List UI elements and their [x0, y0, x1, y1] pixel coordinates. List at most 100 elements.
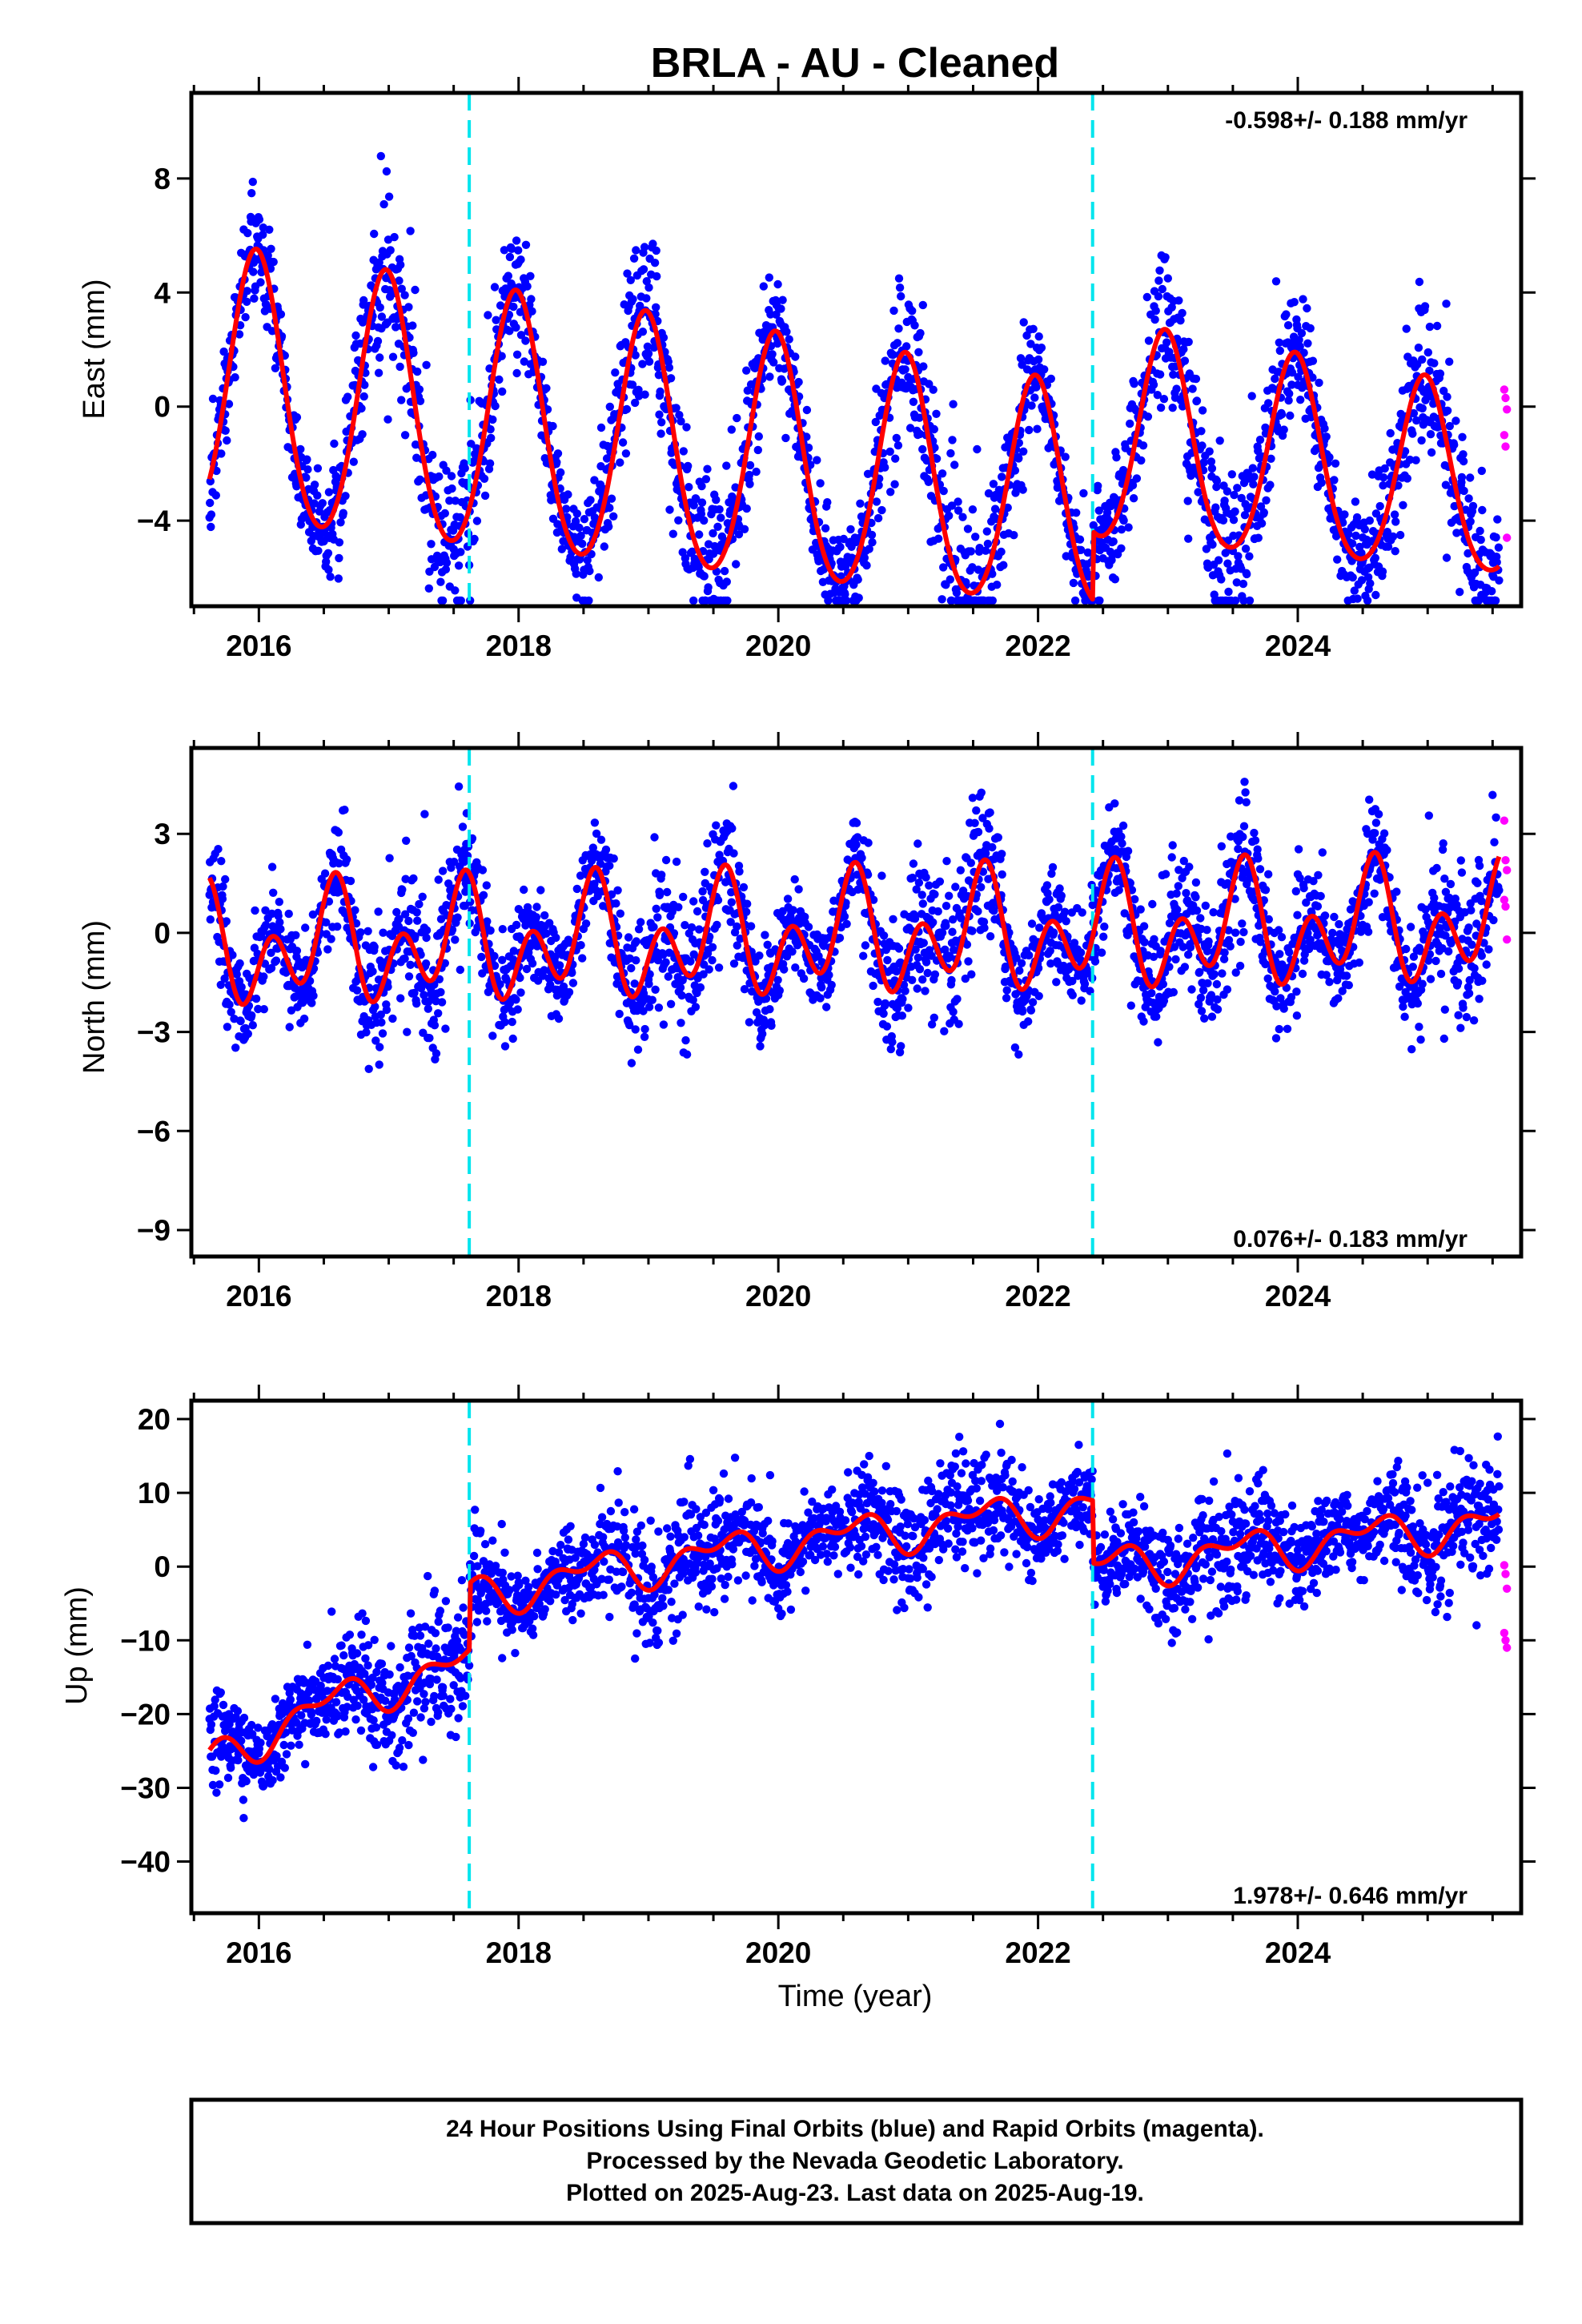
east-point [416, 475, 424, 484]
east-point [383, 415, 392, 424]
east-point [1375, 501, 1384, 511]
north-point [1077, 996, 1086, 1005]
east-point [375, 353, 384, 362]
north-point [1218, 969, 1227, 978]
east-point [722, 461, 731, 470]
east-point [709, 529, 717, 538]
east-point [247, 189, 256, 198]
north-point [978, 814, 987, 822]
north-point [1271, 987, 1279, 996]
north-point [940, 1027, 949, 1035]
north-point [385, 854, 394, 862]
north-point [743, 899, 752, 908]
north-point [413, 916, 422, 925]
east-point [1184, 534, 1193, 543]
east-point [1383, 542, 1393, 551]
east-point [396, 362, 404, 372]
east-point [611, 368, 620, 377]
east-point [1283, 321, 1293, 330]
east-point [313, 491, 322, 500]
east-point [684, 461, 693, 471]
north-point [267, 963, 276, 973]
north-point [512, 920, 521, 930]
east-point [634, 385, 643, 394]
east-point [932, 409, 941, 418]
north-point [1250, 828, 1259, 838]
east-point [988, 569, 997, 578]
north-point [801, 912, 809, 922]
east-point [250, 294, 259, 303]
north-point [486, 926, 495, 935]
north-point [974, 827, 983, 837]
east-point [1347, 539, 1357, 548]
east-point [1282, 310, 1291, 319]
north-point [1169, 987, 1178, 997]
north-point [788, 947, 797, 956]
north-point [1235, 796, 1244, 805]
east-point [382, 167, 391, 176]
east-point [1456, 588, 1464, 597]
north-point [285, 1023, 294, 1031]
east-point [521, 240, 531, 249]
east-point [467, 440, 476, 448]
east-point [616, 458, 624, 467]
north-point [705, 965, 713, 974]
east-point [584, 596, 593, 605]
north-point [1139, 922, 1149, 931]
north-point [291, 931, 300, 940]
north-point [1028, 998, 1038, 1007]
north-point [415, 899, 424, 909]
north-point [672, 857, 681, 866]
east-point [526, 271, 535, 280]
north-point [857, 854, 866, 862]
east-point [1234, 552, 1243, 561]
east-point [512, 350, 522, 359]
north-point [588, 843, 597, 852]
east-point [1163, 274, 1173, 283]
north-point [913, 953, 923, 963]
east-point [1179, 344, 1188, 354]
east-point [326, 573, 335, 581]
north-point [696, 983, 705, 992]
east-point [914, 348, 923, 356]
north-point [490, 951, 499, 961]
east-point [781, 433, 790, 443]
north-point [640, 1024, 649, 1034]
north-point [1264, 870, 1273, 879]
north-point [287, 1006, 296, 1015]
north-point [1017, 959, 1026, 968]
east-point [804, 443, 813, 452]
east-point [1271, 277, 1281, 286]
north-point [1186, 943, 1195, 952]
east-point [1445, 421, 1455, 431]
north-point [679, 892, 688, 902]
east-point [1220, 497, 1229, 505]
east-point [1303, 304, 1311, 313]
east-point [988, 596, 998, 605]
east-point [918, 444, 927, 454]
east-point [665, 363, 674, 372]
east-x-tick-label: 2020 [745, 629, 811, 662]
east-point [1409, 408, 1419, 418]
north-point [1210, 970, 1219, 979]
east-point [1019, 447, 1028, 456]
east-point [514, 246, 523, 255]
east-point [768, 350, 777, 359]
east-point [1089, 521, 1098, 530]
east-point [640, 243, 649, 251]
north-point [1199, 986, 1208, 995]
east-point [1239, 596, 1248, 605]
east-point [259, 230, 267, 239]
east-point [890, 480, 899, 489]
east-point [1254, 446, 1263, 456]
east-point [1018, 485, 1027, 494]
north-point [773, 975, 782, 985]
east-point [1168, 404, 1177, 412]
north-point [758, 1029, 767, 1039]
north-point [478, 866, 488, 875]
east-point [697, 509, 706, 518]
north-point [698, 887, 707, 896]
north-point [930, 890, 939, 899]
east-point [1069, 578, 1078, 588]
north-point [654, 1003, 664, 1012]
